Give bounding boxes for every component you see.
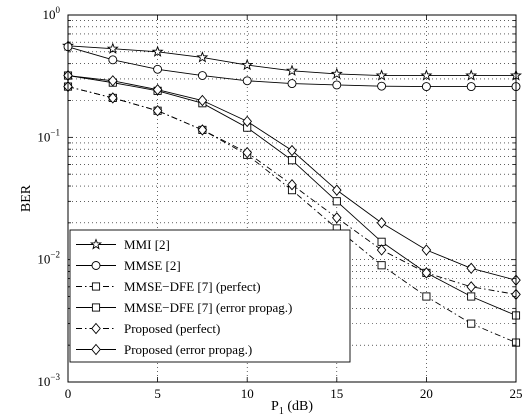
data-point [197,124,208,136]
legend-marker [91,343,101,356]
data-point [106,42,119,54]
data-point [152,105,163,117]
data-point [287,79,297,89]
legend-item: MMSE−DFE [7] (perfect) [76,279,261,294]
plot-frame [67,14,517,383]
legend-item: Proposed (error propag.) [76,342,252,357]
data-point [420,69,433,81]
legend-marker [91,282,101,291]
legend-item: MMSE−DFE [7] (error propag.) [76,300,292,315]
data-point [376,217,387,229]
data-point [287,156,297,165]
data-point [197,94,208,107]
data-point [467,292,476,301]
x-axis-label: P1 (dB) [271,399,313,417]
data-point [108,92,118,104]
series-group [62,39,522,347]
x-tick-label: 20 [420,386,433,401]
data-point [242,146,252,159]
y-tick-label: 100 [43,5,61,22]
legend-label: MMSE−DFE [7] (error propag.) [124,300,292,315]
data-point [332,184,342,196]
data-point [287,179,297,191]
ticks [67,15,517,383]
data-point [242,115,252,128]
data-point [332,80,342,90]
data-point [242,76,252,86]
y-tick-labels: 10−3 10−2 10−1 100 [37,5,60,389]
x-axis-label-subscript: 1 [279,406,284,417]
data-point [153,64,163,74]
x-axis-label-unit: (dB) [284,399,314,414]
series-6 [63,69,521,286]
data-point [197,71,207,80]
y-tick-label: 10−2 [37,250,60,267]
x-tick-label: 10 [241,386,254,401]
series-2 [63,42,521,92]
x-axis-label-main: P [271,399,279,414]
data-point [287,144,297,157]
data-point [332,197,341,206]
data-point [375,69,388,81]
data-point [422,292,431,301]
data-point [421,244,432,256]
legend-marker [91,322,101,335]
data-point [241,58,254,71]
data-point [376,244,387,256]
x-tick-labels: 0 5 10 15 20 25 [65,386,523,401]
y-tick-label: 10−3 [37,372,60,389]
data-point [421,82,431,92]
y-axis-label: BER [19,184,34,212]
data-point [151,45,164,57]
x-tick-label: 0 [65,386,72,401]
legend-item: Proposed (perfect) [76,321,220,336]
legend-marker [91,303,101,312]
data-point [196,51,209,63]
data-point [286,64,298,76]
legend-label: Proposed (perfect) [124,321,220,336]
data-point [108,55,118,65]
data-point [466,262,476,275]
legend-label: Proposed (error propag.) [124,342,252,357]
legend-marker [91,261,101,270]
data-point [108,75,118,87]
data-point [465,69,478,81]
legend-item: MMSE [2] [76,258,181,273]
legend-label: MMI [2] [124,237,170,252]
legend-marker [90,238,102,250]
data-point [466,82,476,92]
legend-label: MMSE−DFE [7] (perfect) [124,279,261,294]
data-point [377,261,386,270]
data-point [467,319,476,328]
legend-label: MMSE [2] [124,258,181,273]
x-tick-label: 15 [330,386,343,401]
data-point [377,81,387,91]
data-point [330,67,343,79]
legend: MMI [2] MMSE [2] MMSE−DFE [7] (perfect) MMS… [69,229,351,363]
x-tick-label: 25 [510,386,523,401]
x-tick-label: 5 [154,386,161,401]
legend-box [69,229,351,363]
legend-item: MMI [2] [76,237,170,252]
data-point [152,84,163,96]
data-point [466,281,476,293]
data-point [421,267,432,279]
data-point [332,212,342,224]
y-tick-label: 10−1 [37,127,60,144]
